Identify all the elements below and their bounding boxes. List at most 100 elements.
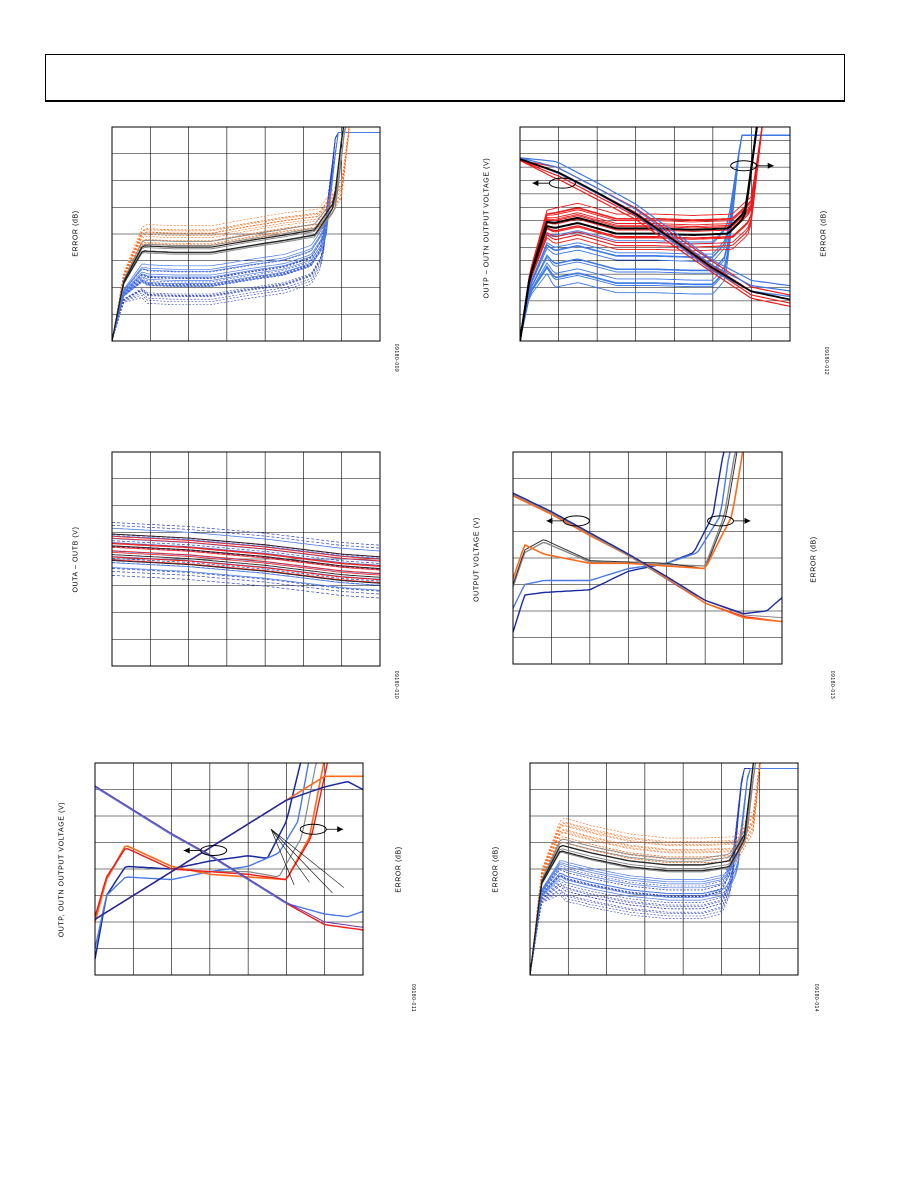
- fig2-series-0-trace-13: [520, 134, 790, 341]
- fig1-series-0-trace-0: [112, 132, 380, 341]
- fig2-series-1-trace-15: [520, 127, 763, 341]
- fig5-marker-ellipse-0: [200, 844, 228, 856]
- fig6-series-2-trace-3: [530, 763, 760, 975]
- fig1-series-0-trace-4: [112, 132, 380, 341]
- fig2-series-0-trace-9: [520, 134, 790, 341]
- fig2-series-4-trace-1: [520, 157, 790, 292]
- fig6-series-2-trace-5: [530, 763, 761, 975]
- fig2-series-1-trace-0: [520, 127, 763, 341]
- fig5-series-7-trace-0: [95, 786, 363, 931]
- fig3-series-0-trace-5: [112, 546, 380, 570]
- fig5-series-group: [95, 763, 363, 960]
- fig2-series-0-trace-11: [520, 134, 790, 341]
- fig3-series-2-trace-1: [112, 536, 380, 560]
- fig4-series-4-trace-0: [513, 452, 744, 580]
- fig2-series-1-trace-3: [520, 127, 763, 341]
- fig4-series-6-trace-0: [513, 494, 782, 623]
- fig1-series-2-trace-5: [112, 127, 350, 341]
- fig4-series-0-trace-0: [513, 452, 725, 633]
- fig5-pointer-line-3: [270, 829, 310, 883]
- fig4-marker-ellipse-1: [707, 515, 735, 527]
- fig1-series-1-trace-4: [112, 132, 380, 341]
- fig2-series-1-trace-9: [520, 127, 763, 341]
- fig6-series-0-trace-0: [530, 768, 798, 975]
- fig1-series-0-trace-14: [112, 132, 380, 341]
- fig2-y-axis-label: OUTP – OUTN OUTPUT VOLTAGE (V): [483, 157, 491, 299]
- fig6-series-0-trace-7: [530, 768, 798, 975]
- fig3-series-0-trace-1: [112, 525, 380, 549]
- fig2-series-4-trace-0: [520, 157, 790, 287]
- fig3-series-0-trace-0: [112, 522, 380, 546]
- fig3-figure-id: 09180-010: [393, 670, 399, 700]
- fig4-figure-id: 09180-013: [829, 670, 835, 700]
- fig5-series-1-trace-0: [95, 763, 310, 949]
- fig6-series-0-trace-13: [530, 768, 798, 975]
- fig6-series-0-trace-15: [530, 768, 798, 975]
- fig5-marker-arrow-head-1: [337, 826, 344, 833]
- fig4-marker-arrow-head-0: [546, 517, 553, 524]
- fig5-series-6-trace-0: [95, 781, 363, 921]
- fig6-series-3-trace-1: [530, 763, 756, 975]
- fig4-y-axis-label: OUTPUT VOLTAGE (V): [473, 517, 481, 602]
- fig6-series-2-trace-11: [530, 763, 761, 975]
- fig3-series-1-trace-4: [112, 542, 380, 566]
- fig2-series-group: [520, 127, 790, 341]
- fig1-series-1-trace-7: [112, 132, 380, 341]
- fig3-series-2-trace-10: [112, 556, 380, 580]
- fig3-series-2-trace-6: [112, 546, 380, 571]
- fig1-series-1-trace-2: [112, 132, 380, 341]
- fig3-series-0-trace-9: [112, 558, 380, 582]
- fig1-series-2-trace-10: [112, 127, 350, 341]
- page-header-frame: [45, 54, 845, 102]
- fig2-series-1-trace-5: [520, 127, 763, 341]
- fig2-series-1-trace-10: [520, 127, 763, 341]
- fig5-series-9-trace-0: [95, 785, 363, 928]
- fig3-series-0-trace-6: [112, 545, 380, 569]
- fig3-series-1-trace-0: [112, 527, 380, 552]
- fig2-series-1-trace-13: [520, 127, 763, 341]
- fig2-series-1-trace-14: [520, 127, 763, 341]
- fig1-series-2-trace-6: [112, 127, 350, 341]
- fig4-series-3-trace-0: [513, 452, 738, 585]
- fig1-series-2-trace-1: [112, 127, 350, 341]
- fig5-grid: [95, 763, 363, 975]
- fig6-y-axis-label: ERROR (dB): [492, 846, 500, 893]
- fig3-series-2-trace-5: [112, 545, 380, 570]
- fig2-y-axis-label-right: ERROR (dB): [820, 210, 828, 257]
- fig6-series-1-trace-1: [530, 768, 798, 975]
- fig1-series-2-trace-4: [112, 127, 350, 341]
- fig6-plot-frame: [529, 762, 799, 976]
- fig6-series-3-trace-2: [530, 763, 756, 975]
- fig1-series-0-trace-11: [112, 132, 380, 341]
- fig1-series-2-trace-12: [112, 127, 350, 341]
- fig3-series-0-trace-7: [112, 546, 380, 570]
- fig3-series-0-trace-2: [112, 535, 380, 559]
- fig1-series-4-trace-1: [112, 127, 345, 341]
- fig1-series-3-trace-0: [112, 127, 347, 341]
- fig1-series-2-trace-11: [112, 127, 350, 341]
- fig5-y-axis-label: OUTP, OUTN OUTPUT VOLTAGE (V): [58, 801, 66, 938]
- fig3-series-0-trace-10: [112, 562, 380, 586]
- fig3-series-2-trace-11: [112, 559, 380, 583]
- fig3-plot-frame: [111, 451, 381, 667]
- fig6-series-2-trace-2: [530, 763, 760, 975]
- fig1-series-1-trace-3: [112, 132, 380, 341]
- fig5-series-0-trace-0: [95, 763, 302, 960]
- fig2-series-1-trace-11: [520, 127, 763, 341]
- fig1-y-axis-label: ERROR (dB): [72, 210, 80, 257]
- fig2-series-0-trace-1: [520, 134, 790, 341]
- fig1-series-1-trace-0: [112, 132, 380, 341]
- fig1-series-3-trace-3: [112, 127, 347, 341]
- fig6-series-4-trace-1: [530, 763, 755, 975]
- fig3-series-3-trace-0: [112, 533, 380, 558]
- fig1-series-0-trace-15: [112, 132, 380, 341]
- fig6-series-1-trace-7: [530, 768, 798, 975]
- fig2-figure-id: 09180-012: [823, 346, 829, 376]
- fig2-series-5-trace-0: [520, 158, 790, 301]
- fig1-series-2-trace-7: [112, 127, 350, 341]
- fig2-series-0-trace-8: [520, 134, 790, 341]
